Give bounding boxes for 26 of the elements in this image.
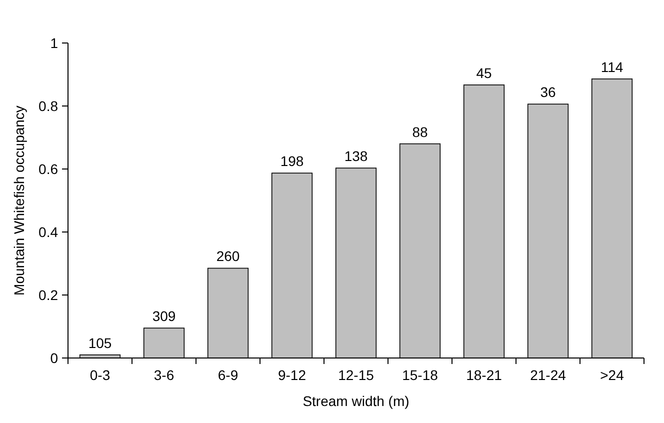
x-axis-title: Stream width (m) [302,393,410,409]
x-tick-label: 0-3 [90,367,110,383]
annotation: 309 [152,308,176,324]
annotation: 260 [216,248,240,264]
y-tick-label: 1 [50,34,58,51]
x-tick-label: 15-18 [402,367,438,383]
annotation: 36 [540,84,556,100]
y-tick-label: 0.2 [38,286,58,303]
annotation: 45 [476,64,492,81]
annotation: 138 [344,148,368,164]
x-tick-label: 18-21 [466,367,502,383]
y-tick-label: 0.6 [38,160,58,177]
annotation: 114 [600,58,624,75]
x-tick-label: 12-15 [338,367,374,383]
x-tick-label: 21-24 [530,367,566,383]
y-axis-title: Mountain Whitefish occupancy [11,106,27,296]
x-tick-label: 6-9 [218,367,238,383]
annotation: 88 [412,124,428,140]
x-tick-label: >24 [600,367,624,383]
y-tick-label: 0.8 [38,98,58,114]
y-tick-label: 0 [50,350,58,366]
x-tick-label: 9-12 [278,367,306,383]
y-tick-label: 0.4 [38,224,58,240]
x-tick-label: 3-6 [154,367,174,383]
annotation: 105 [88,334,112,351]
annotation: 198 [280,153,304,170]
